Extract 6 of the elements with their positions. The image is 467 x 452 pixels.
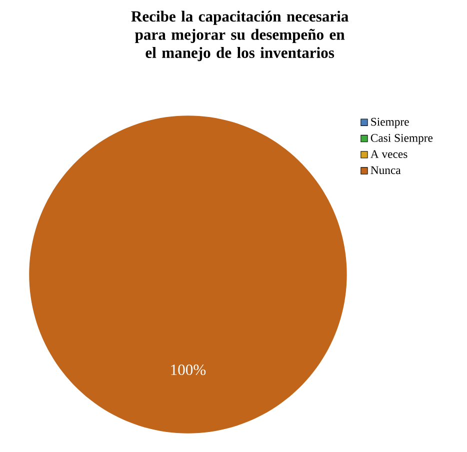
chart-title: Recibe la capacitación necesaria para mejorar su desempeño en el manejo de los inventarios: [131, 10, 348, 62]
legend-label: Nunca: [370, 166, 401, 174]
data-label: 100%: [171, 364, 206, 376]
legend-label: A veces: [370, 150, 408, 158]
legend-label: Casi Siempre: [370, 134, 433, 144]
legend-label: Siempre: [371, 118, 409, 128]
